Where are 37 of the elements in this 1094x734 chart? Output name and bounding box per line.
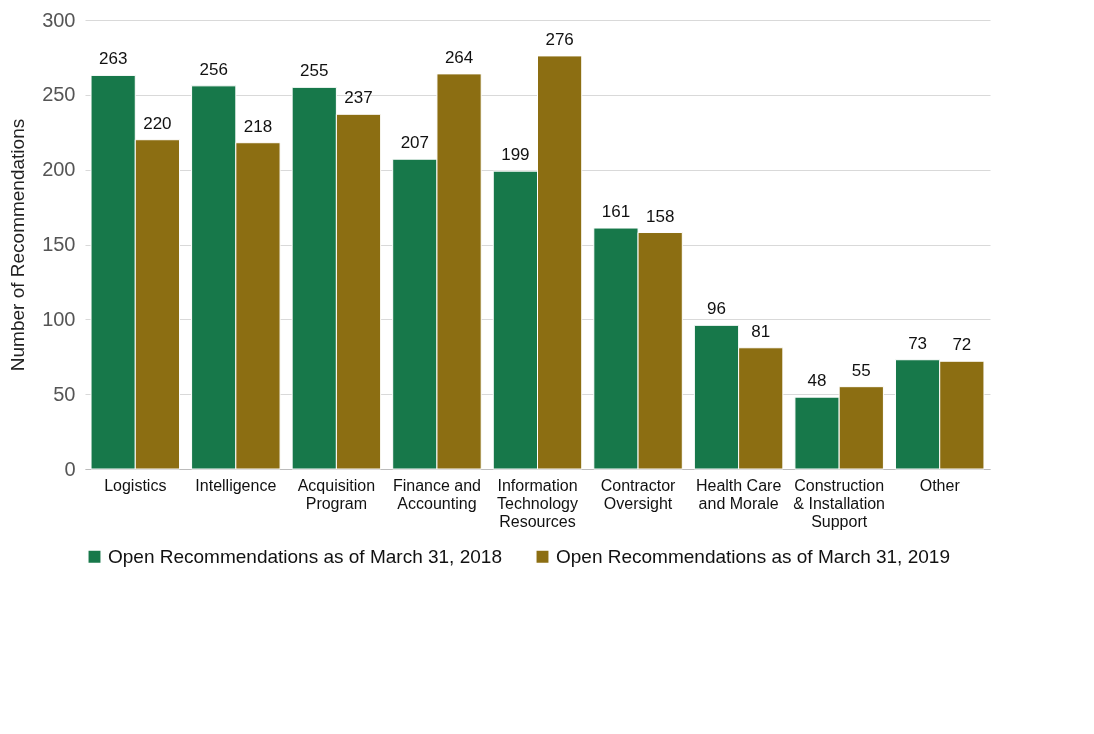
x-tick-label: Health Care and Morale: [695, 476, 782, 512]
y-tick-label: 250: [42, 83, 76, 106]
data-label: 255: [300, 61, 329, 81]
x-tick-label: Logistics: [104, 476, 167, 494]
data-label: 48: [807, 371, 827, 391]
x-tick-label: Information Technology Resources: [497, 476, 578, 530]
y-axis-title: Number of Recommendations: [7, 118, 29, 372]
data-label: 199: [501, 145, 530, 165]
data-label: 72: [952, 335, 972, 355]
y-tick-label: 300: [42, 8, 76, 31]
data-label: 264: [444, 47, 474, 67]
data-label: 237: [344, 88, 373, 108]
data-label: 218: [243, 116, 273, 136]
data-label: 55: [851, 360, 871, 380]
x-tick-label: Intelligence: [195, 476, 277, 494]
x-tick-label: Contractor Oversight: [600, 476, 677, 512]
y-tick-label: 50: [53, 382, 76, 405]
y-tick-label: 200: [42, 158, 76, 181]
legend-label: Open Recommendations as of March 31, 2018: [108, 545, 502, 567]
data-label: 256: [199, 59, 228, 79]
y-tick-label: 150: [42, 233, 76, 255]
data-label: 263: [98, 49, 128, 69]
data-label: 81: [751, 321, 771, 341]
x-tick-label: Finance and Accounting: [392, 476, 481, 512]
x-tick-label: Other: [919, 476, 961, 494]
data-label: 161: [601, 202, 631, 222]
x-tick-label: Acquisition Program: [297, 476, 376, 512]
data-label: 96: [707, 299, 726, 319]
data-label: 276: [545, 29, 574, 49]
data-label: 207: [400, 133, 430, 153]
x-tick-label: Construction & Installation Support: [793, 476, 885, 530]
data-label: 158: [645, 206, 675, 226]
data-label: 73: [908, 333, 928, 353]
data-label: 220: [143, 113, 172, 133]
y-tick-label: 100: [42, 307, 76, 330]
legend-label: Open Recommendations as of March 31, 2019: [556, 545, 950, 567]
y-tick-label: 0: [64, 457, 76, 480]
